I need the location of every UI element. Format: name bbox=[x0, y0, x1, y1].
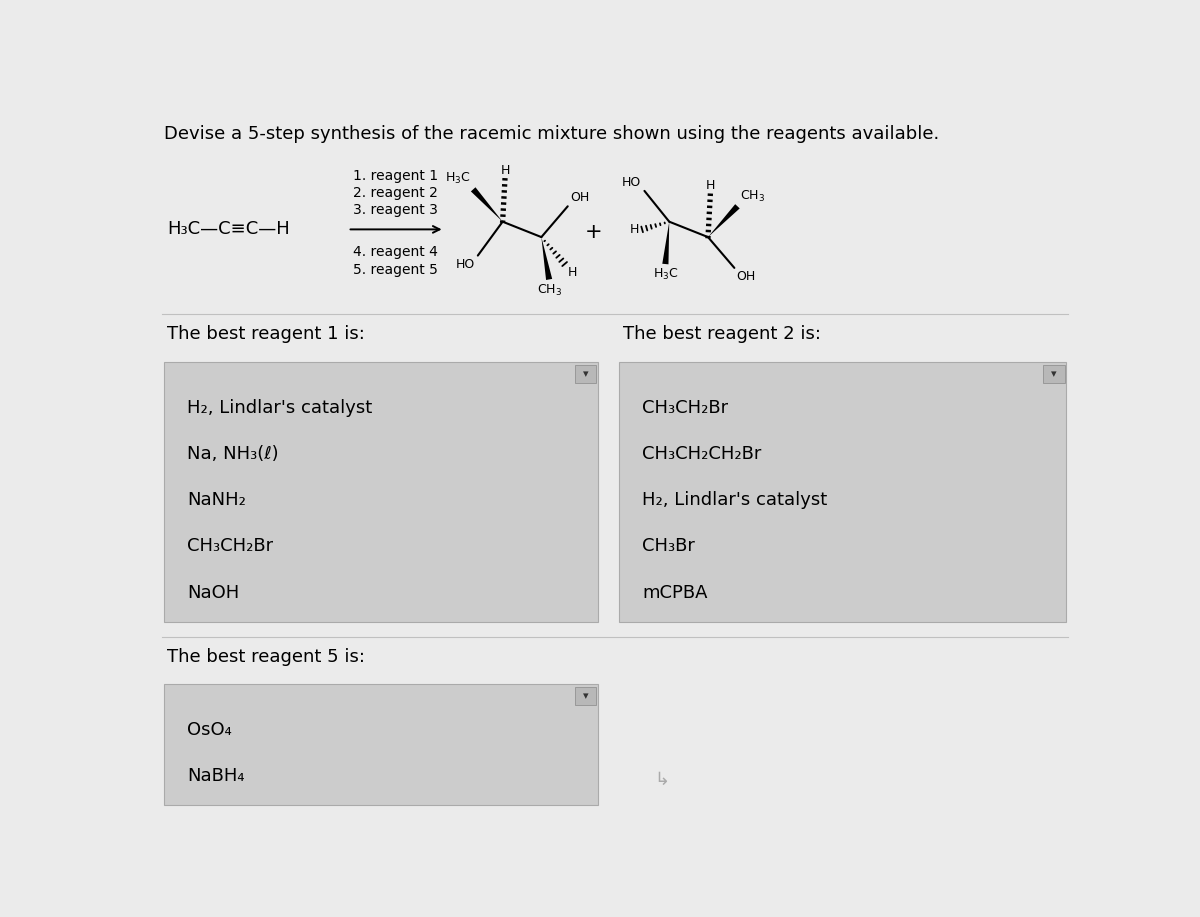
Bar bbox=[1043, 365, 1064, 383]
Text: 2. reagent 2: 2. reagent 2 bbox=[353, 186, 438, 200]
Text: H: H bbox=[630, 223, 640, 236]
Text: The best reagent 1 is:: The best reagent 1 is: bbox=[167, 325, 365, 343]
Text: +: + bbox=[584, 223, 602, 242]
Bar bbox=[164, 362, 598, 622]
Text: CH$_3$: CH$_3$ bbox=[739, 189, 764, 204]
Polygon shape bbox=[541, 238, 552, 280]
Text: H₂, Lindlar's catalyst: H₂, Lindlar's catalyst bbox=[187, 399, 372, 417]
Text: NaNH₂: NaNH₂ bbox=[187, 492, 246, 509]
Text: ↳: ↳ bbox=[654, 771, 670, 790]
Polygon shape bbox=[708, 204, 739, 238]
Text: H₂, Lindlar's catalyst: H₂, Lindlar's catalyst bbox=[642, 492, 827, 509]
Bar bbox=[575, 365, 596, 383]
Text: Na, NH₃(ℓ): Na, NH₃(ℓ) bbox=[187, 445, 278, 463]
Text: ▾: ▾ bbox=[583, 370, 588, 379]
Text: ▾: ▾ bbox=[1051, 370, 1056, 379]
Text: CH₃CH₂CH₂Br: CH₃CH₂CH₂Br bbox=[642, 445, 762, 463]
Text: mCPBA: mCPBA bbox=[642, 583, 708, 602]
Text: OH: OH bbox=[737, 271, 756, 283]
Text: H: H bbox=[500, 164, 510, 177]
Text: Devise a 5-step synthesis of the racemic mixture shown using the reagents availa: Devise a 5-step synthesis of the racemic… bbox=[164, 126, 940, 143]
Text: 4. reagent 4: 4. reagent 4 bbox=[353, 245, 438, 259]
Text: H$_3$C: H$_3$C bbox=[444, 171, 470, 186]
Text: CH$_3$: CH$_3$ bbox=[536, 282, 562, 298]
Text: OH: OH bbox=[570, 191, 589, 204]
Text: CH₃CH₂Br: CH₃CH₂Br bbox=[642, 399, 728, 417]
Text: CH₃Br: CH₃Br bbox=[642, 537, 695, 556]
Bar bbox=[619, 362, 1066, 622]
Text: OsO₄: OsO₄ bbox=[187, 721, 232, 739]
Polygon shape bbox=[470, 187, 503, 222]
Text: H: H bbox=[706, 180, 715, 193]
Bar bbox=[164, 684, 598, 805]
Text: 5. reagent 5: 5. reagent 5 bbox=[353, 263, 438, 277]
Polygon shape bbox=[662, 222, 670, 264]
Text: 3. reagent 3: 3. reagent 3 bbox=[353, 203, 438, 217]
Text: 1. reagent 1: 1. reagent 1 bbox=[353, 170, 438, 183]
Text: HO: HO bbox=[622, 175, 641, 189]
Text: The best reagent 2 is:: The best reagent 2 is: bbox=[623, 325, 821, 343]
Text: ▾: ▾ bbox=[583, 691, 588, 701]
Text: H: H bbox=[568, 266, 577, 280]
Text: HO: HO bbox=[456, 258, 475, 271]
Text: CH₃CH₂Br: CH₃CH₂Br bbox=[187, 537, 274, 556]
Text: NaOH: NaOH bbox=[187, 583, 240, 602]
Text: H$_3$C: H$_3$C bbox=[653, 267, 678, 282]
Text: NaBH₄: NaBH₄ bbox=[187, 767, 245, 785]
Text: The best reagent 5 is:: The best reagent 5 is: bbox=[167, 648, 365, 667]
Text: H₃C—C≡C—H: H₃C—C≡C—H bbox=[167, 220, 290, 238]
Bar bbox=[575, 687, 596, 705]
